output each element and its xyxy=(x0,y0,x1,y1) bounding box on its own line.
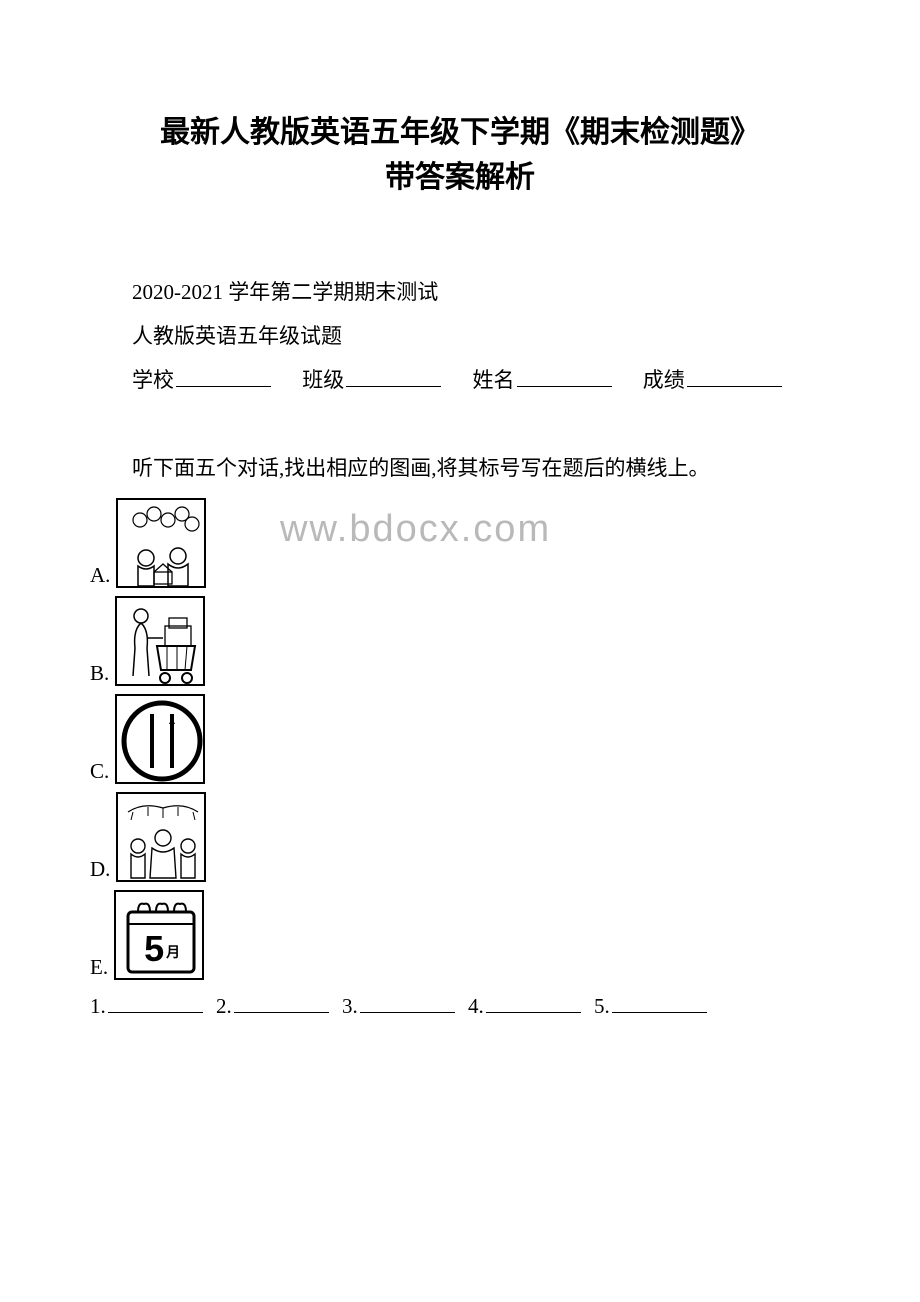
option-c-image xyxy=(115,694,205,784)
party-icon xyxy=(118,794,206,882)
answer-1-blank[interactable] xyxy=(108,990,203,1013)
picnic-icon xyxy=(118,500,206,588)
answer-3-label: 3. xyxy=(342,994,358,1018)
option-e-letter: E. xyxy=(90,955,108,980)
meta-line-2: 人教版英语五年级试题 xyxy=(90,314,830,358)
option-b-letter: B. xyxy=(90,661,109,686)
class-blank[interactable] xyxy=(346,364,441,387)
name-label: 姓名 xyxy=(473,368,515,392)
watermark: ww.bdocx.com xyxy=(280,508,551,551)
option-a-row: A. ww.bdocx.com xyxy=(90,498,830,588)
answer-2-label: 2. xyxy=(216,994,232,1018)
answer-4-label: 4. xyxy=(468,994,484,1018)
option-d-image xyxy=(116,792,206,882)
option-e-row: E. 5月 xyxy=(90,890,830,980)
info-row: 学校 班级 姓名 成绩 xyxy=(90,358,830,402)
option-d-letter: D. xyxy=(90,857,110,882)
title-line-2: 带答案解析 xyxy=(385,161,535,194)
instruction: 听下面五个对话,找出相应的图画,将其标号写在题后的横线上。 xyxy=(90,446,830,490)
option-c-row: C. xyxy=(90,694,830,784)
option-d-row: D. xyxy=(90,792,830,882)
calendar-unit: 月 xyxy=(166,944,180,960)
answer-5-blank[interactable] xyxy=(612,990,707,1013)
score-blank[interactable] xyxy=(687,364,782,387)
option-b-row: B. xyxy=(90,596,830,686)
answer-4-blank[interactable] xyxy=(486,990,581,1013)
answer-5-label: 5. xyxy=(594,994,610,1018)
title-line-1: 最新人教版英语五年级下学期《期末检测题》 xyxy=(160,116,760,149)
option-e-image: 5月 xyxy=(114,890,204,980)
option-c-letter: C. xyxy=(90,759,109,784)
school-label: 学校 xyxy=(132,368,174,392)
option-a-image xyxy=(116,498,206,588)
answer-2-blank[interactable] xyxy=(234,990,329,1013)
shopping-icon xyxy=(117,598,205,686)
score-label: 成绩 xyxy=(643,368,685,392)
answer-1-label: 1. xyxy=(90,994,106,1018)
name-blank[interactable] xyxy=(517,364,612,387)
calendar-number: 5 xyxy=(144,928,164,969)
answer-3-blank[interactable] xyxy=(360,990,455,1013)
page-title: 最新人教版英语五年级下学期《期末检测题》 带答案解析 xyxy=(90,110,830,200)
class-label: 班级 xyxy=(302,368,344,392)
answer-row: 1. 2. 3. 4. 5. xyxy=(90,990,830,1019)
option-a-letter: A. xyxy=(90,563,110,588)
option-b-image xyxy=(115,596,205,686)
school-blank[interactable] xyxy=(176,364,271,387)
meta-line-1: 2020-2021 学年第二学期期末测试 xyxy=(90,270,830,314)
clock-icon xyxy=(117,696,205,784)
